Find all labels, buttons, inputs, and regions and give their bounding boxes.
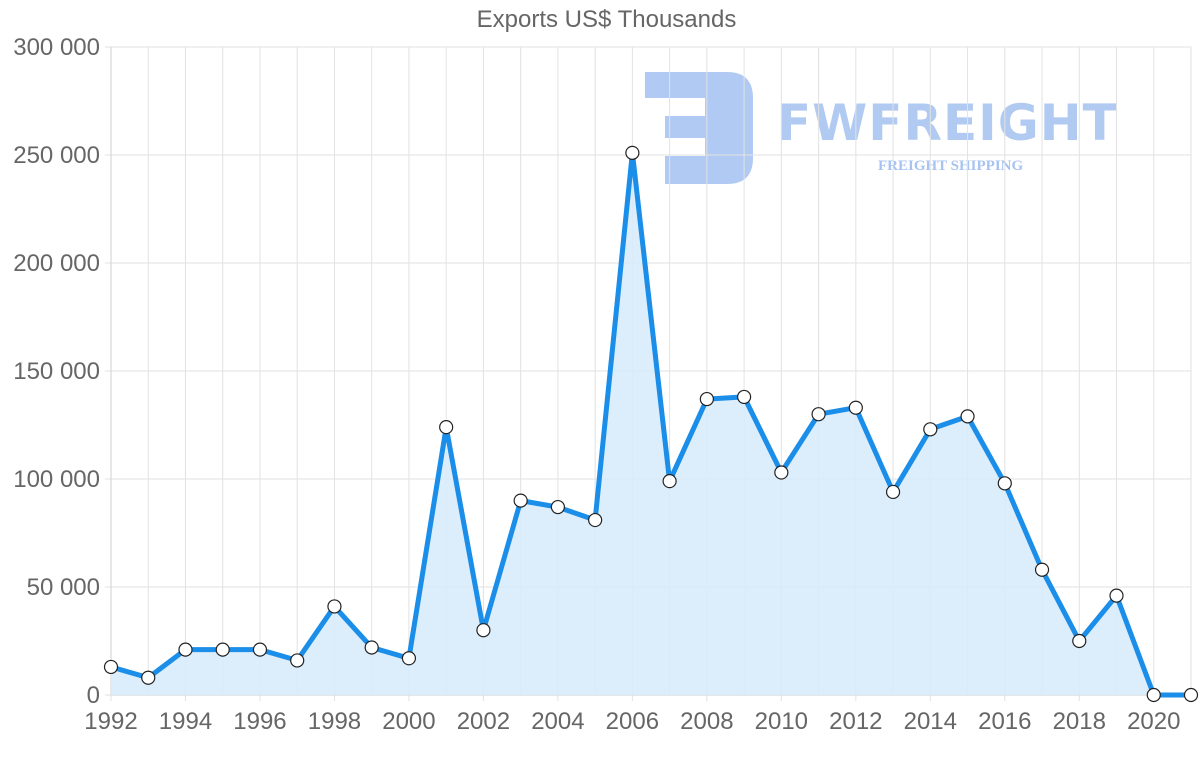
- x-tick-label: 2002: [457, 708, 510, 735]
- data-point[interactable]: [141, 670, 156, 685]
- data-point[interactable]: [439, 420, 454, 435]
- data-point[interactable]: [327, 599, 342, 614]
- x-tick-label: 2018: [1053, 708, 1106, 735]
- data-point[interactable]: [178, 642, 193, 657]
- data-point[interactable]: [923, 422, 938, 437]
- data-point[interactable]: [774, 465, 789, 480]
- data-point[interactable]: [997, 476, 1012, 491]
- x-tick-label: 2010: [755, 708, 808, 735]
- data-point[interactable]: [588, 512, 603, 528]
- data-point[interactable]: [960, 409, 975, 424]
- x-tick-label: 2004: [531, 708, 584, 735]
- area-fill: [111, 152, 1191, 696]
- data-point[interactable]: [364, 640, 379, 655]
- x-axis-labels: 1992 1994 1996 1998 2000 2002 2004 2006 2008 2010…: [84, 708, 1180, 735]
- x-tick-label: 2014: [904, 708, 957, 735]
- y-tick-label: 250 000: [13, 142, 100, 169]
- y-tick-label: 0: [87, 682, 100, 709]
- data-point[interactable]: [290, 653, 305, 668]
- x-tick-label: 2008: [680, 708, 733, 735]
- data-point[interactable]: [215, 642, 230, 657]
- data-point[interactable]: [252, 642, 268, 657]
- x-tick-label: 2012: [829, 708, 882, 735]
- data-point[interactable]: [885, 484, 901, 500]
- x-tick-label: 1998: [308, 708, 361, 735]
- data-point[interactable]: [625, 145, 640, 160]
- data-point[interactable]: [476, 623, 491, 638]
- y-tick-label: 100 000: [13, 466, 100, 493]
- data-point[interactable]: [699, 391, 714, 407]
- x-tick-label: 1994: [159, 708, 212, 735]
- data-point[interactable]: [1183, 687, 1199, 703]
- data-point[interactable]: [513, 493, 528, 508]
- data-point[interactable]: [550, 499, 565, 515]
- x-tick-label: 2000: [382, 708, 435, 735]
- data-point[interactable]: [811, 407, 826, 422]
- x-tick-label: 1992: [84, 708, 137, 735]
- y-axis-labels: 0 50 000 100 000 150 000 200 000 250 000 300 0…: [13, 34, 100, 709]
- y-tick-label: 150 000: [13, 358, 100, 385]
- data-point[interactable]: [1146, 687, 1161, 703]
- data-points: [103, 145, 1199, 703]
- x-tick-label: 2020: [1127, 708, 1180, 735]
- y-tick-label: 200 000: [13, 250, 100, 277]
- data-point[interactable]: [1034, 562, 1050, 577]
- data-point[interactable]: [1109, 588, 1124, 603]
- chart-title: Exports US$ Thousands: [476, 6, 737, 33]
- x-tick-label: 2016: [978, 708, 1031, 735]
- data-point[interactable]: [662, 474, 677, 489]
- x-tick-label: 1996: [233, 708, 286, 735]
- data-point[interactable]: [848, 400, 863, 415]
- data-point[interactable]: [1072, 633, 1087, 649]
- y-tick-label: 50 000: [27, 574, 100, 601]
- data-point[interactable]: [737, 389, 752, 405]
- y-tick-label: 300 000: [13, 34, 100, 61]
- x-tick-label: 2006: [606, 708, 659, 735]
- data-point[interactable]: [103, 659, 119, 675]
- data-point[interactable]: [401, 651, 417, 666]
